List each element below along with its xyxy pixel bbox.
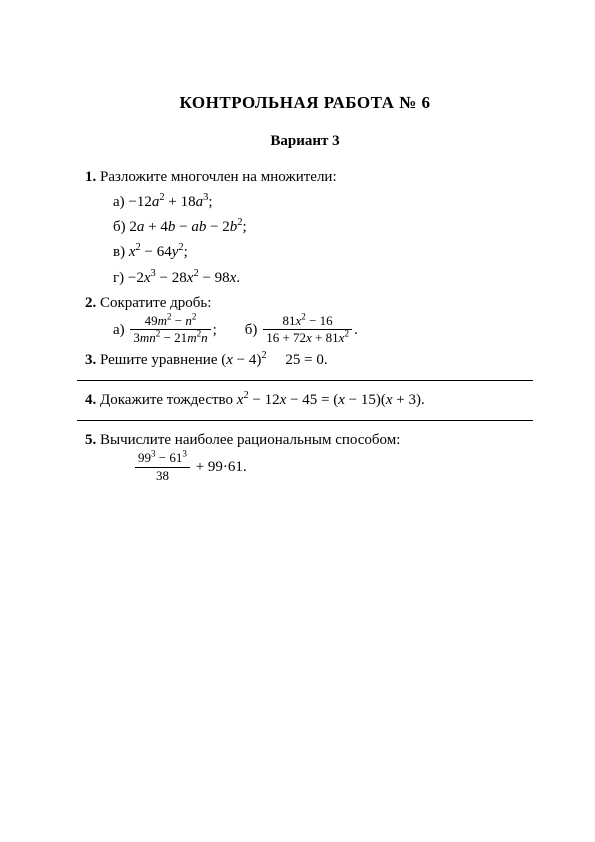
problem-5-expr: 993 − 613 38 + 99·61. [85, 452, 525, 484]
problem-1: 1. Разложите многочлен на множители: а) … [85, 166, 525, 290]
problem-3-number: 3. [85, 352, 96, 368]
problem-5-den: 38 [135, 468, 190, 483]
problem-1-subitems: а) −12a2 + 18a3; б) 2a + 4b − ab − 2b2; … [85, 191, 525, 290]
problem-5-tail: + 99·61. [192, 460, 247, 476]
problem-1-g: г) −2x3 − 28x2 − 98x. [113, 267, 525, 290]
problem-1-v-label: в) [113, 244, 125, 260]
problem-5-fraction: 993 − 613 38 [135, 451, 190, 483]
variant-subtitle: Вариант 3 [85, 130, 525, 153]
problem-1-b: б) 2a + 4b − ab − 2b2; [113, 216, 525, 239]
page-title: КОНТРОЛЬНАЯ РАБОТА № 6 [85, 90, 525, 116]
divider-2 [77, 420, 533, 421]
problem-2-a: а) 49m2 − n2 3mn2 − 21m2n ; [113, 315, 217, 347]
problem-4: 4. Докажите тождество x2 − 12x − 45 = (x… [85, 389, 525, 412]
problem-1-a: а) −12a2 + 18a3; [113, 191, 525, 214]
problem-4-expr: Докажите тождество x2 − 12x − 45 = (x − … [100, 392, 425, 408]
problem-2-subitems: а) 49m2 − n2 3mn2 − 21m2n ; б) 81x2 − 16… [85, 315, 525, 347]
problem-2-b-den: 16 + 72x + 81x2 [263, 330, 352, 345]
problem-2-a-num: 49m2 − n2 [130, 314, 210, 330]
problem-2-number: 2. [85, 295, 96, 311]
page: КОНТРОЛЬНАЯ РАБОТА № 6 Вариант 3 1. Разл… [0, 0, 595, 484]
problem-1-v-expr: x2 − 64y2; [129, 244, 188, 260]
problem-1-v: в) x2 − 64y2; [113, 241, 525, 264]
problem-1-a-expr: −12a2 + 18a3; [128, 194, 212, 210]
problem-1-g-label: г) [113, 270, 124, 286]
problem-3: 3. Решите уравнение (x − 4)2 25 = 0. [85, 349, 525, 372]
problem-1-number: 1. [85, 169, 96, 185]
problem-1-g-expr: −2x3 − 28x2 − 98x. [128, 270, 240, 286]
divider-1 [77, 380, 533, 381]
problem-5-num: 993 − 613 [135, 451, 190, 467]
problem-2-a-den: 3mn2 − 21m2n [130, 330, 210, 345]
problem-1-a-label: а) [113, 194, 125, 210]
problem-2-a-fraction: 49m2 − n2 3mn2 − 21m2n [130, 314, 210, 346]
problem-2-text: Сократите дробь: [100, 295, 211, 311]
problem-4-number: 4. [85, 392, 96, 408]
problem-2-b: б) 81x2 − 16 16 + 72x + 81x2 . [245, 315, 358, 347]
problem-1-b-expr: 2a + 4b − ab − 2b2; [129, 219, 246, 235]
problem-2: 2. Сократите дробь: а) 49m2 − n2 3mn2 − … [85, 292, 525, 347]
problem-2-b-fraction: 81x2 − 16 16 + 72x + 81x2 [263, 314, 352, 346]
problem-2-b-num: 81x2 − 16 [263, 314, 352, 330]
problem-2-b-label: б) [245, 322, 258, 338]
problem-2-a-label: а) [113, 322, 125, 338]
problem-5-text: Вычислите наиболее рациональным способом… [100, 432, 400, 448]
problem-1-b-label: б) [113, 219, 126, 235]
problem-1-text: Разложите многочлен на множители: [100, 169, 337, 185]
problem-2-a-semi: ; [213, 322, 217, 338]
problem-2-b-period: . [354, 322, 358, 338]
problem-5-number: 5. [85, 432, 96, 448]
problem-5: 5. Вычислите наиболее рациональным спосо… [85, 429, 525, 484]
problem-3-expr: Решите уравнение (x − 4)2 25 = 0. [100, 352, 328, 368]
